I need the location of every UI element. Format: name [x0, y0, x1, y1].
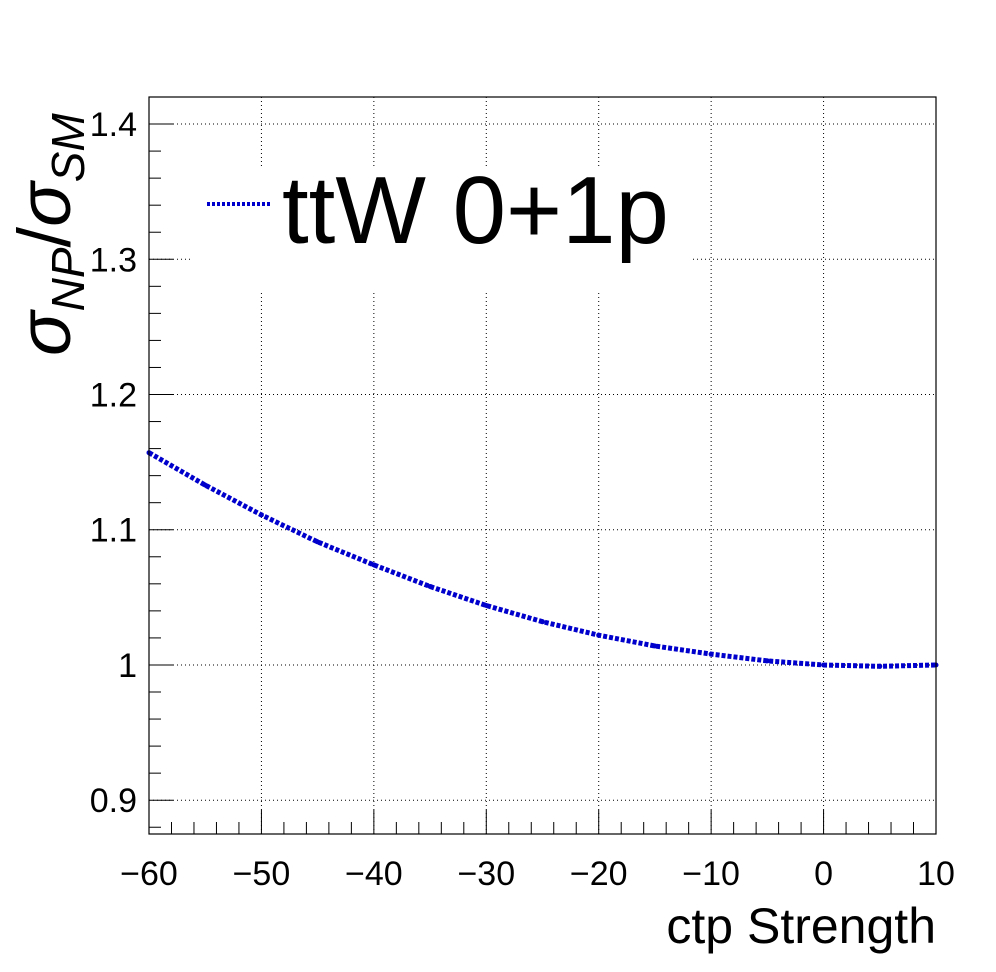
x-tick-label: 10: [917, 855, 955, 893]
x-axis-title: ctp Strength: [666, 898, 936, 954]
tick-labels: −60 −50 −40 −30 −20 −10 0 10 0.9 1 1.1 1.2 1.3 1.4: [90, 106, 955, 893]
legend-label: ttW 0+1p: [282, 157, 669, 264]
x-tick-label: −10: [682, 855, 740, 893]
legend-background: [190, 166, 690, 290]
data-point: [540, 619, 545, 625]
plot-frame: [148, 96, 937, 835]
data-point: [764, 658, 770, 664]
y-title-sigma-den: σ: [3, 180, 86, 227]
data-point: [258, 512, 264, 518]
y-title-num-sub: NP: [42, 247, 94, 311]
data-point: [596, 632, 602, 638]
series-layer: [146, 450, 939, 669]
x-tick-label: −60: [120, 855, 178, 893]
data-point: [652, 643, 658, 649]
svg-text:σNP/σSM: σNP/σSM: [3, 113, 94, 356]
y-tick-label: 1: [118, 647, 137, 685]
y-tick-label: 0.9: [90, 782, 137, 820]
data-point: [315, 539, 321, 545]
x-tick-label: −30: [457, 855, 515, 893]
x-tick-label: −50: [233, 855, 291, 893]
y-title-den-sub: SM: [42, 113, 94, 183]
data-point: [708, 651, 714, 657]
x-tick-label: −40: [345, 855, 403, 893]
y-tick-label: 1.2: [90, 377, 137, 415]
data-point: [877, 663, 883, 669]
legend: ttW 0+1p: [190, 157, 690, 290]
data-point: [202, 482, 208, 488]
grid: [149, 97, 936, 834]
y-title-sigma: σ: [3, 309, 86, 356]
x-tick-label: 0: [814, 855, 833, 893]
data-point: [427, 584, 433, 589]
x-tick-label: −20: [570, 855, 628, 893]
y-tick-label: 1.3: [90, 241, 137, 279]
y-axis-title: σNP/σSM: [3, 113, 94, 356]
y-title-slash: /: [3, 226, 86, 247]
data-point: [483, 603, 489, 608]
data-point: [821, 662, 827, 668]
y-tick-label: 1.1: [90, 512, 137, 550]
data-point: [371, 562, 377, 568]
y-tick-label: 1.4: [90, 106, 137, 144]
